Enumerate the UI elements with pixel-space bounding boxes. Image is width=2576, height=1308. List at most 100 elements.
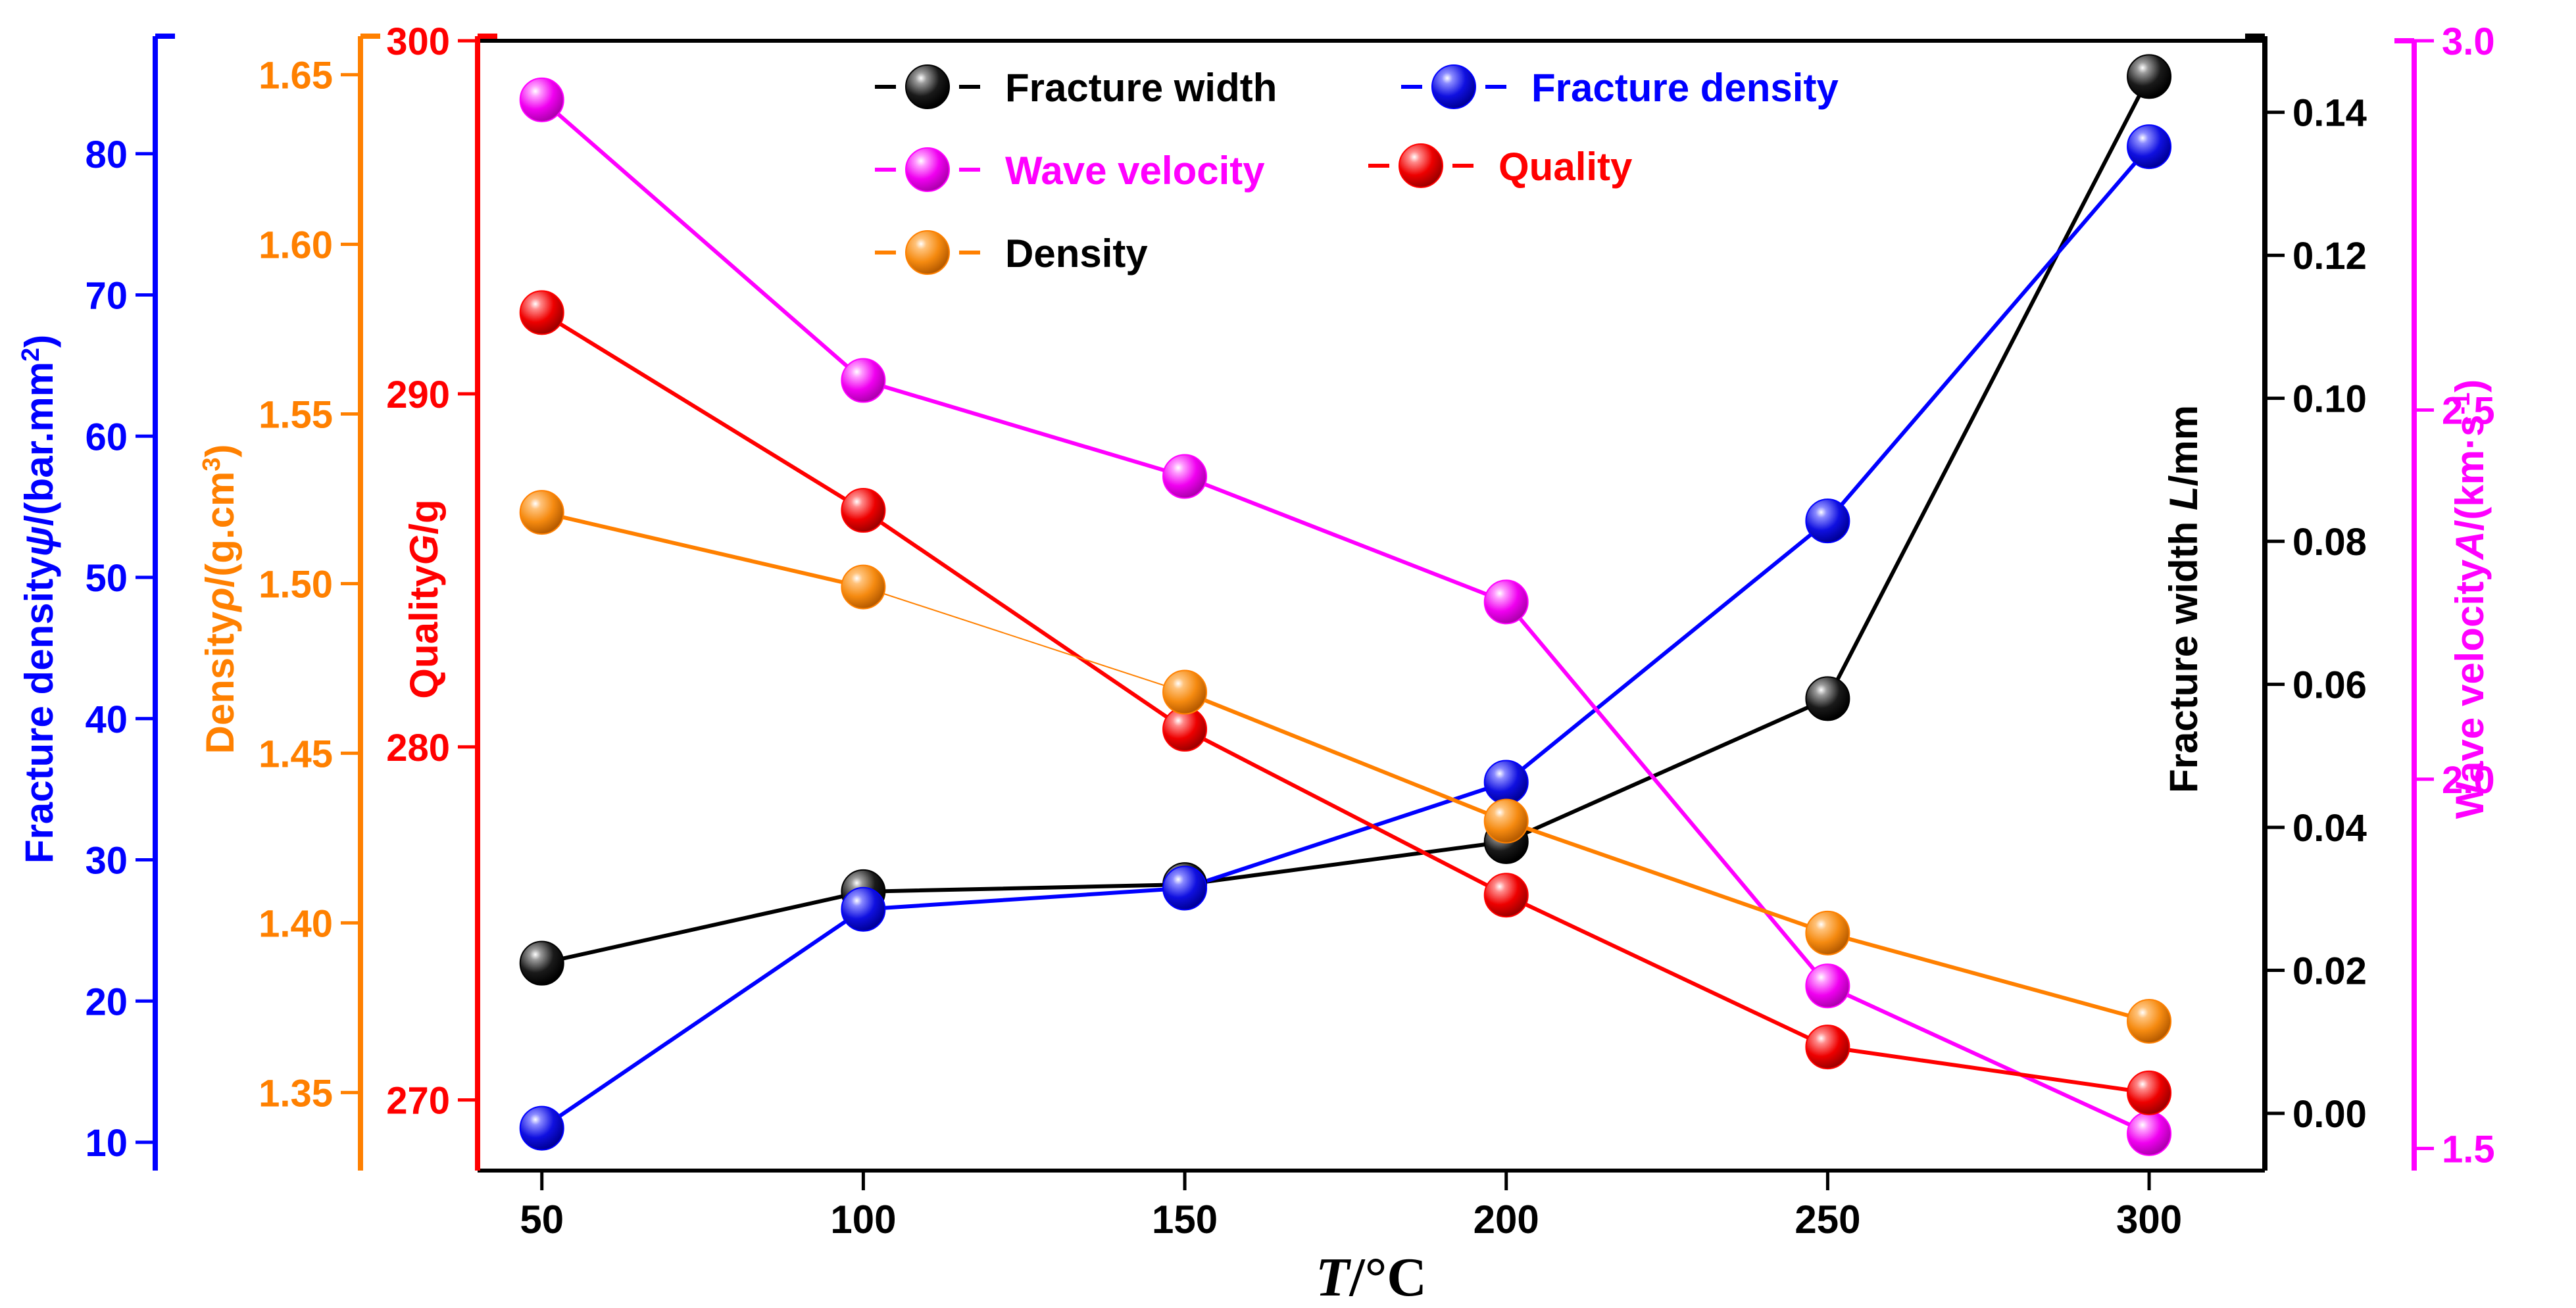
y-tick-label-fdensity: 20 (85, 981, 128, 1023)
y-tick-label-fdensity: 70 (85, 275, 128, 318)
line-segment-density (1183, 690, 1508, 823)
y-tick-label-rho: 1.45 (259, 733, 333, 775)
point-fracture_density (841, 886, 886, 932)
point-quality (2127, 1070, 2172, 1115)
point-fracture_density (1805, 498, 1850, 544)
line-segment-quality (1825, 1045, 2152, 1095)
x-axis-title: T/°C (1316, 1247, 1427, 1308)
legend-label-density: Density (1005, 231, 1148, 276)
point-quality (1805, 1025, 1850, 1070)
legend-label-fracture_density: Fracture density (1531, 66, 1839, 110)
y-tick-label-velocity: 3.0 (2442, 20, 2495, 63)
legend-marker-density (905, 230, 950, 275)
legend-marker-fracture_width (905, 64, 950, 109)
point-fracture_width (1805, 676, 1850, 721)
legend-marker-quality (1399, 143, 1443, 188)
series-points-layer (519, 54, 2172, 1156)
y-tick-label-width: 0.08 (2292, 521, 2367, 564)
y-tick-label-velocity: 2.5 (2442, 389, 2495, 432)
y-tick-label-rho: 1.50 (259, 563, 333, 606)
series-lines-layer (539, 74, 2152, 1136)
y-tick-label-fdensity: 40 (85, 698, 128, 741)
point-density (1162, 669, 1208, 715)
legend-item-density: Density (875, 230, 1148, 276)
line-segment-fracture_width (1825, 74, 2152, 701)
line-segment-fracture_width (539, 889, 866, 965)
line-segment-density (862, 586, 1186, 693)
line-segment-wave_velocity (1504, 600, 1830, 988)
line-segment-fracture_width (1504, 696, 1830, 844)
line-segment-quality (861, 508, 1187, 731)
line-segment-fracture_width (861, 883, 1187, 894)
legend-item-fracture_width: Fracture width (875, 64, 1277, 110)
legend-marker-fracture_density (1431, 64, 1476, 109)
line-segment-fracture_density (861, 886, 1187, 911)
x-tick-label: 50 (520, 1198, 564, 1242)
y-tick-label-quality: 290 (386, 374, 450, 416)
y-tick-label-width: 0.04 (2292, 807, 2367, 850)
line-segment-fracture_density (539, 907, 866, 1130)
legend-item-quality: Quality (1368, 143, 1633, 189)
point-wave_velocity (519, 77, 564, 122)
point-fracture_density (1162, 865, 1208, 911)
legend-item-wave_velocity: Wave velocity (875, 147, 1265, 193)
y-tick-label-velocity: 2.0 (2442, 759, 2495, 802)
line-segment-density (1504, 819, 1830, 935)
point-density (519, 490, 564, 535)
point-fracture_width (2127, 54, 2172, 99)
line-segment-fracture_density (1504, 519, 1830, 785)
line-segment-wave_velocity (1183, 474, 1508, 604)
y-tick-label-width: 0.14 (2292, 92, 2367, 135)
point-wave_velocity (841, 358, 886, 403)
y-tick-label-fdensity: 50 (85, 557, 128, 600)
x-tick-label: 250 (1795, 1198, 1860, 1242)
legend-label-wave_velocity: Wave velocity (1005, 149, 1265, 193)
y-tick-label-fdensity: 30 (85, 840, 128, 883)
line-segment-fracture_width (1183, 839, 1508, 887)
point-quality (1483, 873, 1529, 918)
line-segment-density (1825, 931, 2152, 1023)
x-tick-label: 300 (2116, 1198, 2182, 1242)
y-tick-label-width: 0.06 (2292, 664, 2367, 707)
legend-item-fracture_density: Fracture density (1401, 64, 1839, 110)
line-segment-wave_velocity (861, 378, 1187, 479)
point-density (841, 564, 886, 610)
line-segment-quality (1183, 727, 1508, 898)
y-tick-label-rho: 1.35 (259, 1072, 333, 1115)
point-density (1483, 798, 1529, 844)
point-density (2127, 998, 2172, 1044)
legend: Fracture width Fracture density Wave veloc… (875, 64, 1839, 276)
point-fracture_density (1483, 760, 1529, 805)
y-tick-label-rho: 1.60 (259, 224, 333, 267)
legend-marker-wave_velocity (905, 147, 950, 192)
legend-label-fracture_width: Fracture width (1005, 66, 1277, 110)
y-tick-label-quality: 300 (386, 20, 450, 63)
y-tick-label-rho: 1.65 (259, 55, 333, 97)
point-density (1805, 910, 1850, 956)
y-tick-label-width: 0.10 (2292, 378, 2367, 421)
point-quality (519, 290, 564, 335)
y-tick-label-rho: 1.55 (259, 394, 333, 437)
y-tick-label-velocity: 1.5 (2442, 1128, 2495, 1171)
y-tick-label-quality: 280 (386, 727, 450, 769)
line-segment-fracture_density (1825, 145, 2152, 523)
line-segment-wave_velocity (1825, 984, 2152, 1136)
line-segment-wave_velocity (539, 97, 866, 383)
line-segment-quality (1504, 893, 1830, 1050)
x-tick-label: 100 (830, 1198, 896, 1242)
y-axis-title-rho: Densityρ/(g.cm3) (198, 445, 242, 754)
line-segment-density (539, 510, 866, 589)
y-tick-label-width: 0.12 (2292, 235, 2367, 278)
y-tick-label-fdensity: 10 (85, 1122, 128, 1165)
x-tick-label: 150 (1152, 1198, 1218, 1242)
point-fracture_density (519, 1105, 564, 1151)
point-wave_velocity (1805, 963, 1850, 1009)
y-tick-label-fdensity: 80 (85, 133, 128, 176)
axes-layer: 50 100 150 200 250 300 T/°C 10 20 30 40 50 60 70 80 Fra… (17, 20, 2495, 1308)
y-axis-title-fdensity: Fracture densityψ/(bar.mm2) (17, 335, 61, 863)
x-tick-label: 200 (1474, 1198, 1539, 1242)
y-axis-title-quality: QualityG/g (402, 499, 446, 698)
y-axis-title-width: Fracture width L/mm (2162, 405, 2206, 793)
legend-label-quality: Quality (1499, 145, 1633, 189)
